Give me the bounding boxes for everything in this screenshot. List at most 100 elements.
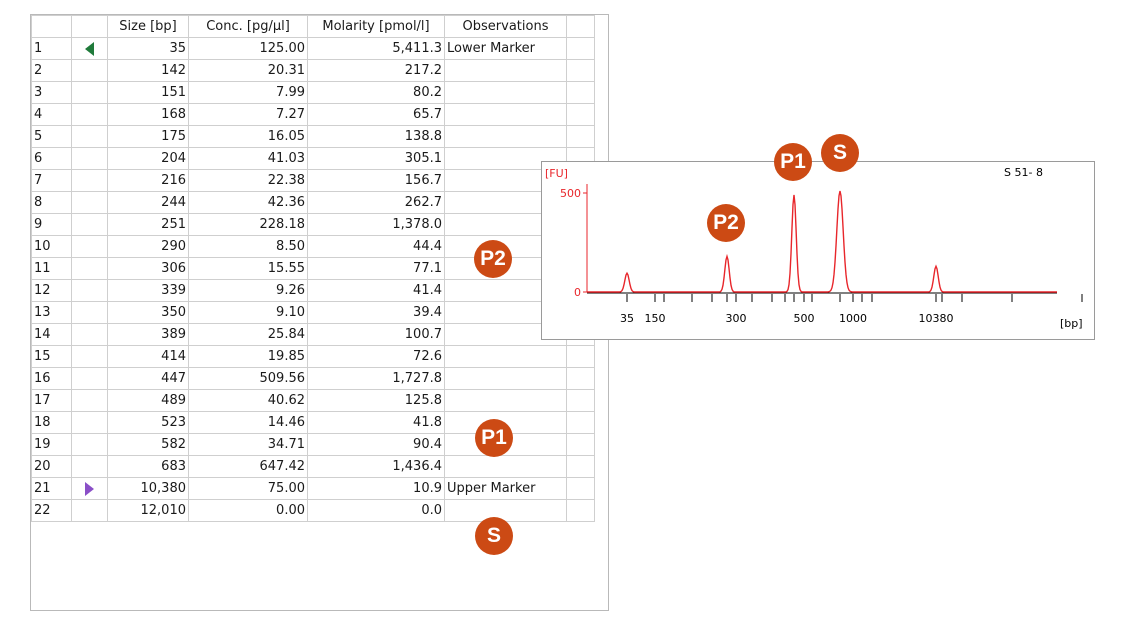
size-cell: 389 bbox=[107, 323, 189, 346]
conc-cell: 9.10 bbox=[188, 301, 308, 324]
molarity-cell: 217.2 bbox=[307, 59, 445, 82]
extra-cell bbox=[566, 477, 595, 500]
row-index-cell: 16 bbox=[31, 367, 72, 390]
table-row[interactable]: 13 350 9.10 39.4 bbox=[31, 301, 595, 324]
table-row[interactable]: 9 251 228.18 1,378.0 bbox=[31, 213, 595, 236]
x-tick-label: 35 bbox=[620, 312, 634, 325]
size-cell: 523 bbox=[107, 411, 189, 434]
marker-cell bbox=[71, 213, 108, 236]
y-tick-label: 0 bbox=[574, 286, 581, 299]
marker-cell bbox=[71, 169, 108, 192]
row-index-cell: 15 bbox=[31, 345, 72, 368]
extra-cell bbox=[566, 367, 595, 390]
size-cell: 251 bbox=[107, 213, 189, 236]
table-row[interactable]: 6 204 41.03 305.1 bbox=[31, 147, 595, 170]
header-molarity[interactable]: Molarity [pmol/l] bbox=[307, 15, 445, 38]
table-row[interactable]: 16 447 509.56 1,727.8 bbox=[31, 367, 595, 390]
table-row[interactable]: 21 10,380 75.00 10.9 Upper Marker bbox=[31, 477, 595, 500]
table-row[interactable]: 5 175 16.05 138.8 bbox=[31, 125, 595, 148]
molarity-cell: 65.7 bbox=[307, 103, 445, 126]
y-tick-label: 500 bbox=[560, 187, 581, 200]
extra-cell bbox=[566, 37, 595, 60]
size-cell: 204 bbox=[107, 147, 189, 170]
sample-label: S 51- 8 bbox=[1004, 166, 1043, 179]
conc-cell: 22.38 bbox=[188, 169, 308, 192]
row-index-cell: 14 bbox=[31, 323, 72, 346]
extra-cell bbox=[566, 81, 595, 104]
marker-cell bbox=[71, 477, 108, 500]
header-index bbox=[31, 15, 72, 38]
extra-cell bbox=[566, 125, 595, 148]
marker-cell bbox=[71, 191, 108, 214]
table-row[interactable]: 15 414 19.85 72.6 bbox=[31, 345, 595, 368]
conc-cell: 16.05 bbox=[188, 125, 308, 148]
electropherogram-chart: 0 500 [FU] S 51- 8 [bp] 35 150 300 500 1000 10380 bbox=[545, 166, 1083, 330]
conc-cell: 75.00 bbox=[188, 477, 308, 500]
conc-cell: 40.62 bbox=[188, 389, 308, 412]
row-index-cell: 22 bbox=[31, 499, 72, 522]
observation-cell bbox=[444, 345, 567, 368]
marker-cell bbox=[71, 279, 108, 302]
row-index-cell: 17 bbox=[31, 389, 72, 412]
conc-cell: 647.42 bbox=[188, 455, 308, 478]
molarity-cell: 138.8 bbox=[307, 125, 445, 148]
size-cell: 244 bbox=[107, 191, 189, 214]
marker-cell bbox=[71, 235, 108, 258]
chart-s-badge: S bbox=[821, 134, 859, 172]
molarity-cell: 44.4 bbox=[307, 235, 445, 258]
size-cell: 306 bbox=[107, 257, 189, 280]
size-cell: 290 bbox=[107, 235, 189, 258]
trace-line bbox=[587, 190, 1057, 293]
row-index-cell: 1 bbox=[31, 37, 72, 60]
table-row[interactable]: 19 582 34.71 90.4 bbox=[31, 433, 595, 456]
table-row[interactable]: 12 339 9.26 41.4 bbox=[31, 279, 595, 302]
x-tick-label: 10380 bbox=[919, 312, 954, 325]
table-header-row: Size [bp] Conc. [pg/µl] Molarity [pmol/l… bbox=[31, 15, 595, 38]
molarity-cell: 39.4 bbox=[307, 301, 445, 324]
table-row[interactable]: 8 244 42.36 262.7 bbox=[31, 191, 595, 214]
size-cell: 350 bbox=[107, 301, 189, 324]
header-observations[interactable]: Observations bbox=[444, 15, 567, 38]
table-row[interactable]: 1 35 125.00 5,411.3 Lower Marker bbox=[31, 37, 595, 60]
conc-cell: 7.99 bbox=[188, 81, 308, 104]
header-concentration[interactable]: Conc. [pg/µl] bbox=[188, 15, 308, 38]
lower-marker-icon bbox=[85, 41, 94, 56]
marker-cell bbox=[71, 455, 108, 478]
table-row[interactable]: 14 389 25.84 100.7 bbox=[31, 323, 595, 346]
conc-cell: 25.84 bbox=[188, 323, 308, 346]
marker-cell bbox=[71, 103, 108, 126]
row-index-cell: 19 bbox=[31, 433, 72, 456]
table-row[interactable]: 11 306 15.55 77.1 bbox=[31, 257, 595, 280]
molarity-cell: 1,727.8 bbox=[307, 367, 445, 390]
size-cell: 142 bbox=[107, 59, 189, 82]
table-row[interactable]: 7 216 22.38 156.7 bbox=[31, 169, 595, 192]
molarity-cell: 0.0 bbox=[307, 499, 445, 522]
molarity-cell: 72.6 bbox=[307, 345, 445, 368]
marker-cell bbox=[71, 301, 108, 324]
table-row[interactable]: 17 489 40.62 125.8 bbox=[31, 389, 595, 412]
size-cell: 175 bbox=[107, 125, 189, 148]
extra-cell bbox=[566, 103, 595, 126]
molarity-cell: 77.1 bbox=[307, 257, 445, 280]
molarity-cell: 262.7 bbox=[307, 191, 445, 214]
table-row[interactable]: 4 168 7.27 65.7 bbox=[31, 103, 595, 126]
marker-cell bbox=[71, 257, 108, 280]
extra-cell bbox=[566, 411, 595, 434]
observation-cell bbox=[444, 103, 567, 126]
observation-cell: Upper Marker bbox=[444, 477, 567, 500]
extra-cell bbox=[566, 455, 595, 478]
row-index-cell: 8 bbox=[31, 191, 72, 214]
observation-cell bbox=[444, 389, 567, 412]
marker-cell bbox=[71, 147, 108, 170]
extra-cell bbox=[566, 433, 595, 456]
table-row[interactable]: 2 142 20.31 217.2 bbox=[31, 59, 595, 82]
header-size[interactable]: Size [bp] bbox=[107, 15, 189, 38]
table-row[interactable]: 3 151 7.99 80.2 bbox=[31, 81, 595, 104]
conc-cell: 509.56 bbox=[188, 367, 308, 390]
row-index-cell: 20 bbox=[31, 455, 72, 478]
conc-cell: 20.31 bbox=[188, 59, 308, 82]
size-cell: 339 bbox=[107, 279, 189, 302]
table-row[interactable]: 22 12,010 0.00 0.0 bbox=[31, 499, 595, 522]
table-row[interactable]: 20 683 647.42 1,436.4 bbox=[31, 455, 595, 478]
row-index-cell: 10 bbox=[31, 235, 72, 258]
